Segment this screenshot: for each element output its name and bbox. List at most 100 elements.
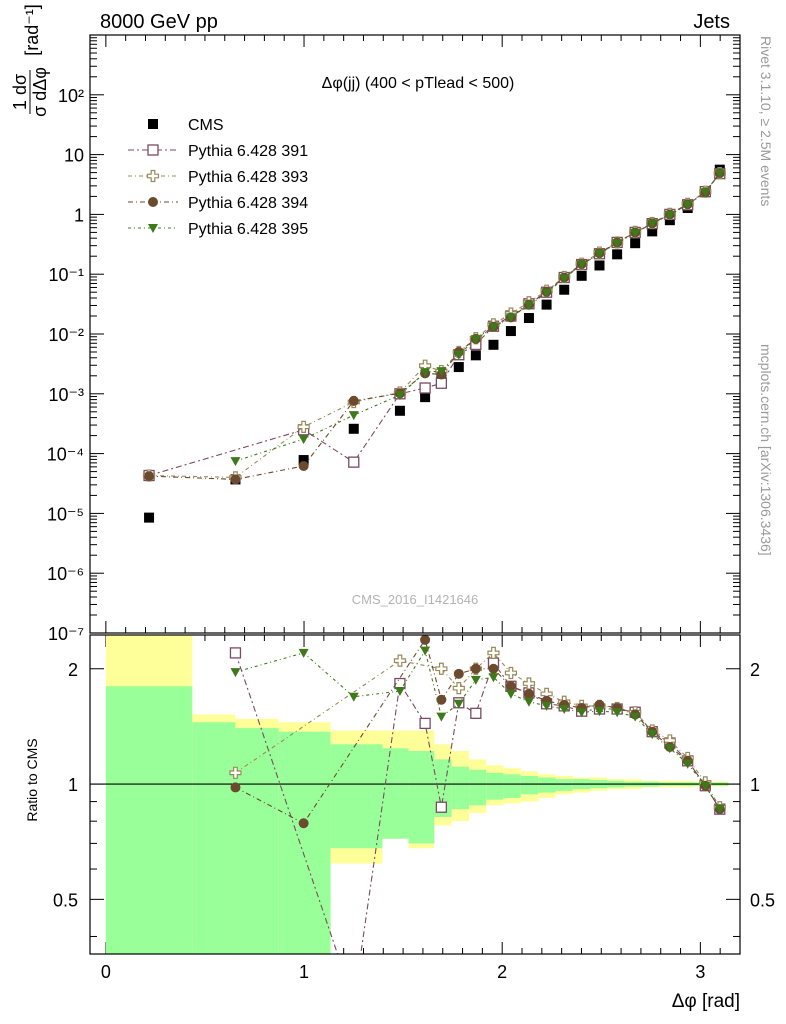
ratio-point [488, 673, 499, 683]
ratio-point [298, 648, 309, 658]
y-tick-label: 10⁻² [48, 325, 84, 345]
y-axis-title-main: 1 dσ σ dΔφ [rad⁻¹] [10, 4, 50, 117]
data-point [612, 249, 623, 260]
band-inner [408, 750, 435, 844]
series-line [148, 173, 721, 477]
series-394 [144, 168, 725, 485]
ratio-point [229, 647, 242, 659]
ratio-point [664, 744, 675, 754]
legend-marker [147, 144, 159, 156]
band-inner [382, 748, 409, 839]
y-tick-label: 10⁻⁶ [47, 564, 84, 584]
y-tick-label: 10⁻⁷ [48, 624, 84, 644]
band-inner [555, 779, 573, 791]
ratio-y-tick-label-right: 1 [750, 775, 760, 795]
band-inner [520, 775, 539, 795]
ratio-point [630, 712, 641, 722]
data-point [297, 420, 310, 433]
ratio-point [612, 708, 623, 718]
ratio-point [436, 712, 447, 722]
data-point [298, 461, 309, 472]
data-point [394, 391, 405, 401]
data-point [420, 368, 431, 378]
data-point [230, 457, 241, 467]
ratio-point [488, 663, 499, 674]
legend-label: CMS [188, 117, 224, 134]
ratio-point [505, 681, 516, 692]
svg-text:σ dΔφ: σ dΔφ [30, 67, 50, 117]
data-point [436, 367, 447, 377]
ratio-point [559, 705, 570, 715]
legend-label: Pythia 6.428 394 [188, 195, 308, 212]
svg-text:1 dσ: 1 dσ [10, 74, 30, 110]
data-point [630, 228, 641, 238]
series-391 [143, 168, 726, 482]
ratio-point [420, 646, 431, 656]
x-tick-label: 3 [695, 962, 705, 982]
y-tick-label: 1 [74, 205, 84, 225]
band-inner [278, 731, 331, 954]
data-point [470, 350, 481, 361]
x-tick-label: 0 [101, 962, 111, 982]
main-panel: 10⁻⁷ 10⁻⁶ 10⁻⁵ 10⁻⁴ 10⁻³ 10⁻² 10⁻¹ 1 10 10² Δφ(jj… [47, 34, 741, 954]
band-inner [235, 728, 279, 954]
data-point [541, 299, 552, 310]
ratio-point [452, 682, 465, 695]
legend-marker [148, 119, 158, 129]
ratio-point [470, 675, 481, 685]
data-point [664, 210, 675, 220]
ratio-point [348, 692, 359, 702]
data-point [470, 335, 481, 345]
mcplots-note: mcplots.cern.ch [arXiv:1306.3436] [758, 344, 774, 556]
ratio-point [714, 805, 725, 815]
data-point [348, 423, 359, 434]
data-point [576, 270, 587, 281]
band-inner [330, 744, 383, 849]
y-tick-label: 10 [64, 146, 84, 166]
data-point [664, 215, 675, 226]
y-tick-label: 10⁻¹ [48, 265, 84, 285]
data-point [505, 326, 516, 337]
band-inner [105, 686, 193, 954]
data-point [348, 456, 360, 468]
series-line [149, 172, 721, 480]
ratio-point [505, 689, 516, 699]
data-point [298, 435, 309, 445]
data-point [394, 405, 405, 416]
data-point [420, 392, 431, 403]
data-point [488, 339, 499, 350]
ratio-point [647, 730, 658, 740]
legend-marker [146, 169, 160, 183]
ratio-point [393, 654, 407, 667]
ratio-y-tick-label: 0.5 [53, 890, 78, 910]
x-axis-title: Δφ [rad] [672, 991, 740, 1012]
series-line [235, 173, 721, 462]
ratio-point [349, 997, 359, 1007]
data-point [435, 377, 448, 389]
data-point [453, 350, 464, 360]
ratio-point [487, 646, 500, 660]
ratio-y-tick-label-right: 2 [750, 660, 760, 680]
data-point [594, 260, 605, 271]
chart-title: Δφ(jj) (400 < pTlead < 500) [322, 75, 515, 92]
data-point [488, 323, 499, 333]
data-point [419, 382, 431, 394]
series-393 [142, 167, 726, 484]
band-inner [192, 722, 236, 954]
data-point [682, 200, 693, 210]
data-point [348, 411, 359, 421]
x-tick-label: 2 [497, 962, 507, 982]
band-inner [451, 766, 470, 810]
data-point [523, 301, 534, 311]
band-inner [538, 777, 556, 793]
series-cms [144, 164, 725, 523]
ratio-point [435, 801, 448, 813]
header-left: 8000 GeV pp [100, 11, 218, 33]
y-title-fraction-denominator: σ dΔφ [30, 67, 50, 117]
data-point [453, 362, 464, 373]
legend-label: Pythia 6.428 391 [188, 143, 308, 160]
legend-marker [148, 224, 158, 233]
data-point [559, 284, 570, 295]
ratio-point [453, 668, 464, 679]
